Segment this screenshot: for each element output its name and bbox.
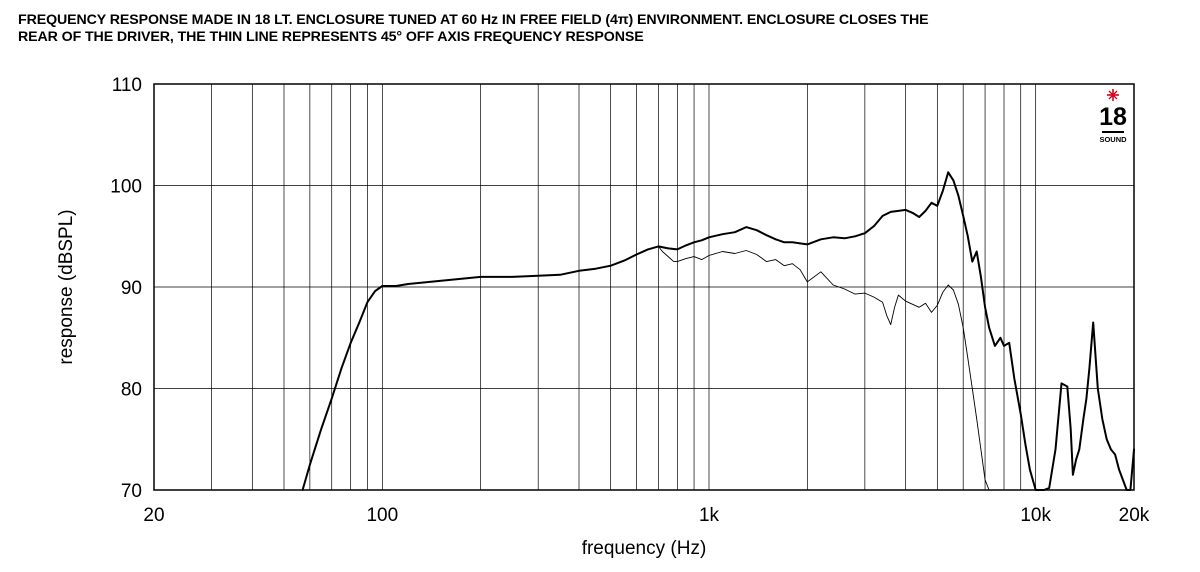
- y-tick-label: 90: [121, 278, 142, 299]
- y-tick-label: 70: [121, 481, 142, 502]
- chart-title-line-1: FREQUENCY RESPONSE MADE IN 18 LT. ENCLOS…: [18, 12, 929, 28]
- y-tick-label: 100: [110, 177, 142, 198]
- chart-title: FREQUENCY RESPONSE MADE IN 18 LT. ENCLOS…: [18, 12, 1188, 46]
- tick-labels: 70 80 90 100 110 20 100 1k 10k 20k: [110, 75, 1150, 526]
- off-axis-response-line: [657, 245, 990, 491]
- x-tick-label: 20: [143, 505, 164, 526]
- logo-rule: [1102, 131, 1124, 133]
- y-tick-label: 80: [121, 380, 142, 401]
- grid: [154, 84, 1134, 490]
- y-tick-label: 110: [112, 75, 142, 96]
- x-tick-label: 20k: [1119, 505, 1150, 526]
- star-icon: [1107, 89, 1119, 101]
- chart-title-line-2: REAR OF THE DRIVER, THE THIN LINE REPRES…: [18, 29, 644, 45]
- logo-text-sub: SOUND: [1099, 135, 1127, 144]
- logo-text-main: 18: [1099, 103, 1127, 131]
- series-group: [301, 171, 1135, 491]
- x-tick-label: 10k: [1020, 505, 1051, 526]
- on-axis-response-line: [301, 171, 1135, 491]
- brand-logo: 18 SOUND: [1099, 89, 1127, 144]
- x-tick-label: 1k: [699, 505, 720, 526]
- plot-frame: [153, 83, 1135, 491]
- x-tick-label: 100: [366, 505, 398, 526]
- x-axis-label: frequency (Hz): [582, 538, 707, 559]
- y-axis-label: response (dBSPL): [56, 209, 77, 364]
